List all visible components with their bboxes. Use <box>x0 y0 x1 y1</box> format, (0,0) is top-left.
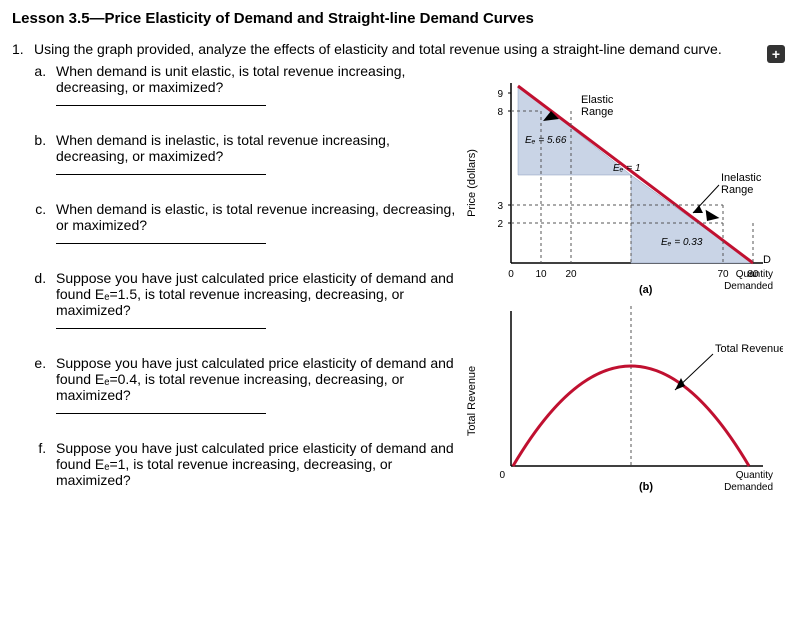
item-e-text: Suppose you have just calculated price e… <box>56 355 454 403</box>
chart-a-demand: Price (dollars) 9 8 3 2 <box>463 63 783 303</box>
item-a-text: When demand is unit elastic, is total re… <box>56 63 405 95</box>
q1-number: 1. <box>12 41 34 57</box>
svg-text:9: 9 <box>498 89 504 100</box>
svg-text:20: 20 <box>566 269 578 280</box>
item-c: When demand is elastic, is total revenue… <box>50 201 455 244</box>
svg-text:70: 70 <box>718 269 730 280</box>
lesson-title: Lesson 3.5—Price Elasticity of Demand an… <box>12 10 791 27</box>
item-f: Suppose you have just calculated price e… <box>50 440 455 488</box>
svg-text:(a): (a) <box>639 284 653 296</box>
answer-line-c[interactable] <box>56 243 266 244</box>
answer-line-b[interactable] <box>56 174 266 175</box>
item-a: When demand is unit elastic, is total re… <box>50 63 455 106</box>
answer-line-a[interactable] <box>56 105 266 106</box>
svg-text:Eₑ = 1: Eₑ = 1 <box>613 163 641 174</box>
svg-text:Quantity: Quantity <box>736 470 773 481</box>
svg-text:8: 8 <box>498 107 504 118</box>
svg-text:3: 3 <box>498 201 504 212</box>
answer-line-d[interactable] <box>56 328 266 329</box>
svg-text:(b): (b) <box>639 481 653 493</box>
item-d-text: Suppose you have just calculated price e… <box>56 270 454 318</box>
svg-text:Total Revenue: Total Revenue <box>715 343 783 355</box>
question-1: 1. Using the graph provided, analyze the… <box>12 41 791 57</box>
svg-text:Eₑ = 5.66: Eₑ = 5.66 <box>525 135 567 146</box>
svg-text:Demanded: Demanded <box>724 482 773 493</box>
item-c-text: When demand is elastic, is total revenue… <box>56 201 455 233</box>
svg-text:Quantity: Quantity <box>736 269 773 280</box>
svg-text:Range: Range <box>721 184 753 196</box>
item-d: Suppose you have just calculated price e… <box>50 270 455 329</box>
chart-b-total-revenue: Total Revenue Total Revenue 0 Quantity D… <box>463 306 783 506</box>
item-f-text: Suppose you have just calculated price e… <box>56 440 454 488</box>
item-b: When demand is inelastic, is total reven… <box>50 132 455 175</box>
svg-text:2: 2 <box>498 219 504 230</box>
svg-text:Inelastic: Inelastic <box>721 172 762 184</box>
item-b-text: When demand is inelastic, is total reven… <box>56 132 390 164</box>
svg-text:Eₑ = 0.33: Eₑ = 0.33 <box>661 237 703 248</box>
chart-a-y-label: Price (dollars) <box>466 149 478 217</box>
item-e: Suppose you have just calculated price e… <box>50 355 455 414</box>
figure-column: + Price (dollars) 9 8 3 2 <box>463 63 791 509</box>
q1-text: Using the graph provided, analyze the ef… <box>34 41 791 57</box>
chart-b-y-label: Total Revenue <box>466 366 478 436</box>
questions-column: When demand is unit elastic, is total re… <box>12 63 455 514</box>
svg-text:Range: Range <box>581 106 613 118</box>
svg-text:D: D <box>763 254 771 266</box>
expand-icon[interactable]: + <box>767 45 785 63</box>
svg-text:Demanded: Demanded <box>724 281 773 292</box>
svg-text:0: 0 <box>509 269 515 280</box>
svg-text:10: 10 <box>536 269 548 280</box>
svg-text:Elastic: Elastic <box>581 94 614 106</box>
answer-line-e[interactable] <box>56 413 266 414</box>
svg-text:0: 0 <box>500 470 506 481</box>
